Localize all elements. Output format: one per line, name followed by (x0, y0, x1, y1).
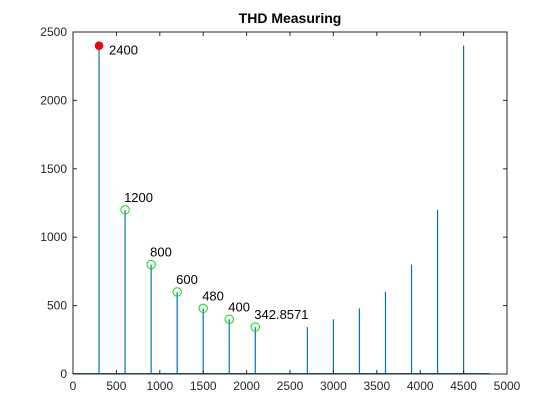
x-tick-label: 4500 (450, 379, 477, 393)
harmonic-marker (146, 259, 156, 270)
x-tick-label: 4000 (407, 379, 434, 393)
x-tick-label: 2500 (277, 379, 304, 393)
marker-layer (94, 41, 260, 332)
y-tick-label: 1500 (40, 162, 67, 176)
harmonic-marker (224, 314, 234, 324)
harmonic-label: 1200 (124, 190, 153, 205)
y-tick-label: 2000 (40, 93, 67, 107)
harmonic-label: 342.8571 (254, 307, 308, 322)
plot-area (73, 32, 507, 374)
x-tick-label: 2000 (233, 379, 260, 393)
axes: 0 500 1000 1500 2000 2500 3000 3500 4000 4500 5000… (40, 25, 520, 393)
harmonic-marker (198, 303, 208, 314)
harmonic-marker (172, 287, 182, 297)
harmonic-marker (120, 205, 130, 215)
harmonic-label: 800 (150, 245, 172, 260)
harmonic-label: 400 (228, 299, 250, 314)
x-tick-label: 500 (106, 379, 126, 393)
y-tick-label: 2500 (40, 25, 67, 39)
x-tick-label: 3500 (363, 379, 390, 393)
y-tick-label: 0 (60, 367, 67, 381)
x-tick-label: 5000 (494, 379, 521, 393)
y-tick-label: 1000 (40, 230, 67, 244)
x-tick-label: 1500 (190, 379, 217, 393)
fundamental-label: 2400 (109, 43, 138, 58)
harmonic-label: 480 (202, 288, 224, 303)
harmonic-label: 600 (176, 272, 198, 287)
y-tick-label: 500 (47, 299, 67, 313)
data-label-layer: 2400 1200 800 600 480 400 342.8571 (109, 43, 308, 322)
chart-title: THD Measuring (239, 10, 342, 26)
x-tick-label: 0 (70, 379, 77, 393)
x-tick-label: 1000 (146, 379, 173, 393)
fundamental-marker (94, 41, 104, 50)
x-tick-label: 3000 (320, 379, 347, 393)
harmonic-marker (250, 322, 260, 332)
